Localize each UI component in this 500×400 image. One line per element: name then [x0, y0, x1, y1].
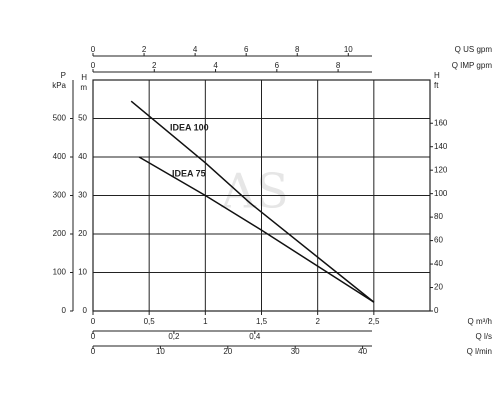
x-axis-title: Q m³/h [468, 317, 492, 326]
x-tick-label: 1,5 [256, 317, 268, 326]
x-tick-label: 0 [91, 317, 96, 326]
curve [138, 156, 375, 303]
y-tick-label: 10 [78, 268, 87, 277]
y-tick-label: 200 [53, 229, 67, 238]
y-tick-label: 30 [78, 191, 87, 200]
curve-label: IDEA 100 [170, 122, 209, 132]
x-tick-label: 2 [142, 45, 147, 54]
y-tick-label: 400 [53, 152, 67, 161]
y-tick-label: 100 [53, 268, 67, 277]
y-tick-label: 50 [78, 114, 87, 123]
x-tick-label: 0,4 [249, 332, 261, 341]
y-tick-label: 0 [62, 306, 67, 315]
x-tick-label: 6 [244, 45, 249, 54]
y-tick-label: 120 [434, 165, 448, 174]
x-tick-label: 40 [358, 347, 367, 356]
y-tick-label: 500 [53, 114, 67, 123]
axis-title: kPa [52, 81, 66, 90]
y-tick-label: 100 [434, 189, 448, 198]
y-tick-label: 0 [83, 306, 88, 315]
x-tick-label: 20 [223, 347, 232, 356]
y-axis-title: m [80, 83, 87, 92]
x-tick-label: 2 [315, 317, 320, 326]
x-tick-label: 8 [336, 61, 341, 70]
y-tick-label: 20 [434, 283, 443, 292]
axis-title: P [61, 71, 66, 80]
x-tick-label: 10 [344, 45, 353, 54]
x-tick-label: 30 [291, 347, 300, 356]
x-tick-label: 2,5 [368, 317, 380, 326]
x-tick-label: 4 [193, 45, 198, 54]
y-tick-label: 40 [78, 152, 87, 161]
axis-title: Q l/s [476, 332, 492, 341]
axis-title: H [434, 71, 440, 80]
curve-label: IDEA 75 [172, 168, 206, 178]
x-tick-label: 1 [203, 317, 208, 326]
x-tick-label: 0 [91, 61, 96, 70]
axis-title: Q US gpm [455, 45, 493, 54]
y-axis-title: H [81, 73, 87, 82]
y-tick-label: 20 [78, 229, 87, 238]
x-tick-label: 8 [295, 45, 300, 54]
x-tick-label: 6 [275, 61, 280, 70]
x-tick-label: 0 [91, 347, 96, 356]
y-tick-label: 60 [434, 236, 443, 245]
x-tick-label: 4 [213, 61, 218, 70]
axis-title: ft [434, 81, 439, 90]
y-tick-label: 300 [53, 191, 67, 200]
axis-title: Q IMP gpm [452, 61, 493, 70]
watermark: AS [220, 164, 289, 220]
x-tick-label: 2 [152, 61, 157, 70]
x-tick-label: 0,5 [144, 317, 156, 326]
x-tick-label: 0 [91, 45, 96, 54]
y-tick-label: 0 [434, 306, 439, 315]
curve [130, 100, 375, 303]
axis-title: Q l/min [467, 347, 492, 356]
y-tick-label: 140 [434, 142, 448, 151]
x-tick-label: 0 [91, 332, 96, 341]
y-tick-label: 80 [434, 212, 443, 221]
x-tick-label: 0,2 [168, 332, 180, 341]
y-tick-label: 160 [434, 118, 448, 127]
x-tick-label: 10 [156, 347, 165, 356]
y-tick-label: 40 [434, 259, 443, 268]
